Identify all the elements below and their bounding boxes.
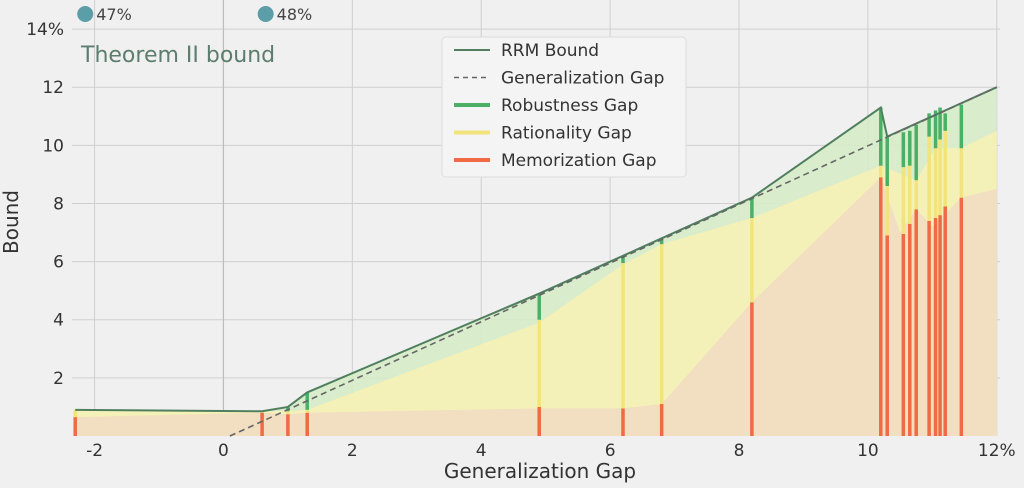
y-tick-label: 6 xyxy=(53,253,64,273)
x-axis-label: Generalization Gap xyxy=(444,459,636,483)
legend-label: Robustness Gap xyxy=(501,96,638,116)
y-tick-label: 10 xyxy=(42,136,64,156)
top-marker-label: 48% xyxy=(277,5,313,24)
x-tick-label: 8 xyxy=(734,441,745,461)
x-tick-labels: -2 0 2 4 6 8 10 12% xyxy=(86,441,1016,461)
legend: RRM Bound Generalization Gap Robustness Ga… xyxy=(441,36,687,178)
x-tick-label: 6 xyxy=(605,441,616,461)
legend-label: RRM Bound xyxy=(501,41,599,61)
x-tick-label: 10 xyxy=(857,441,879,461)
y-tick-label: 2 xyxy=(53,369,64,389)
generalization-gap-line xyxy=(229,86,998,437)
gap-bars xyxy=(73,104,964,436)
top-marker-label: 47% xyxy=(96,5,132,24)
series-lines xyxy=(75,86,998,437)
y-tick-labels: 2 4 6 8 10 12 14% xyxy=(26,20,64,389)
x-tick-label: 2 xyxy=(347,441,358,461)
gap-bands xyxy=(75,87,997,437)
legend-label: Memorization Gap xyxy=(501,151,657,171)
legend-box xyxy=(441,36,687,178)
top-marker-dot xyxy=(257,6,274,22)
x-tick-label: 0 xyxy=(218,441,229,461)
x-tick-label: 4 xyxy=(476,441,487,461)
y-tick-label: 8 xyxy=(53,194,64,214)
top-markers: 47% 48% xyxy=(77,5,312,24)
memorization-band xyxy=(75,177,997,436)
legend-label: Rationality Gap xyxy=(501,124,632,144)
x-tick-label: -2 xyxy=(86,441,103,461)
chart-subtitle: Theorem II bound xyxy=(80,43,275,68)
y-tick-label: 4 xyxy=(53,311,64,331)
y-axis-label: Bound xyxy=(0,190,23,254)
top-marker-dot xyxy=(77,6,94,22)
legend-label: Generalization Gap xyxy=(501,69,664,89)
x-tick-label: 12% xyxy=(978,441,1016,461)
y-tick-label: 12 xyxy=(42,78,64,98)
y-tick-label: 14% xyxy=(26,20,64,40)
